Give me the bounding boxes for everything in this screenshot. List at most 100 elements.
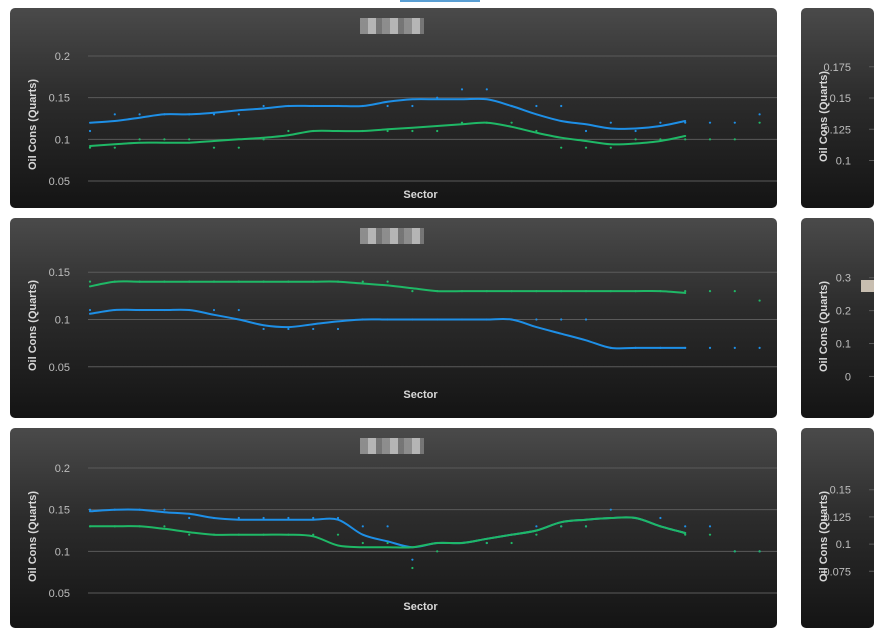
series-2-point bbox=[336, 533, 340, 536]
y-tick-label: 0.05 bbox=[49, 176, 70, 188]
x-axis-label: Sector bbox=[403, 189, 438, 201]
series-1-point bbox=[485, 88, 488, 91]
y-tick-label: 0.15 bbox=[49, 505, 70, 517]
series-1-point bbox=[237, 280, 240, 283]
y-tick-label: 0.15 bbox=[830, 485, 851, 497]
series-2-trend-line bbox=[89, 308, 687, 350]
series-1-point bbox=[138, 280, 141, 283]
series-2-point bbox=[560, 146, 563, 149]
series-2-point bbox=[336, 327, 340, 331]
series-2-point bbox=[287, 129, 290, 133]
series-1-point bbox=[88, 280, 92, 283]
y-tick-label: 0.3 bbox=[836, 273, 851, 285]
series-2-point bbox=[659, 346, 662, 349]
series-2-point bbox=[510, 318, 513, 321]
chart-panel-3: 0.2 0.15 0.1 0.05 Oil Cons (Quarts) Sector bbox=[10, 428, 777, 628]
series-2-point bbox=[163, 138, 166, 141]
series-2-point bbox=[609, 516, 612, 520]
series-2-point bbox=[684, 533, 687, 536]
series-2-point bbox=[560, 318, 563, 321]
blurred-title bbox=[360, 18, 424, 34]
series-1-point bbox=[113, 508, 116, 511]
y-tick-label: 0.1 bbox=[836, 339, 851, 351]
series-2-point bbox=[535, 129, 538, 133]
series-1-point bbox=[188, 516, 191, 520]
series-1-point bbox=[88, 508, 92, 511]
series-1-point bbox=[560, 290, 563, 293]
series-1-point bbox=[460, 88, 464, 91]
series-1-point bbox=[510, 104, 513, 108]
series-2-point bbox=[758, 121, 761, 124]
series-2-point bbox=[88, 308, 92, 312]
series-1-point bbox=[386, 525, 389, 528]
y-tick-label: 0.05 bbox=[49, 362, 70, 374]
series-1-point bbox=[113, 113, 116, 116]
series-2-point bbox=[560, 525, 563, 528]
series-2-point bbox=[634, 516, 637, 520]
series-1-point bbox=[708, 290, 712, 293]
series-1-point bbox=[88, 129, 92, 133]
chart-panel-1: 0.2 0.15 0.1 0.05 Oil Cons (Quarts) Sector bbox=[10, 8, 777, 208]
series-1-point bbox=[336, 516, 340, 520]
series-1-point bbox=[163, 280, 166, 283]
series-2-point bbox=[262, 327, 265, 331]
series-2-point bbox=[113, 308, 116, 312]
series-1-point bbox=[312, 516, 315, 520]
series-2-point bbox=[386, 129, 389, 133]
series-1-point bbox=[411, 290, 414, 293]
series-1-point bbox=[733, 290, 736, 293]
series-1-point bbox=[262, 280, 265, 283]
y-tick-label: 0.2 bbox=[55, 463, 70, 475]
series-1-point bbox=[584, 129, 588, 133]
series-2-point bbox=[312, 533, 315, 536]
y-tick-label: 0.15 bbox=[49, 93, 70, 105]
chart-svg: 0.2 0.15 0.1 0.05 Oil Cons (Quarts) Sector bbox=[27, 51, 777, 201]
y-axis-label: Oil Cons (Quarts) bbox=[27, 491, 39, 582]
series-2-point bbox=[733, 138, 736, 141]
series-2-point bbox=[510, 541, 513, 545]
series-2-point bbox=[758, 550, 761, 553]
series-1-point bbox=[609, 290, 612, 293]
series-1-point bbox=[113, 280, 116, 283]
series-2-point bbox=[361, 318, 364, 321]
series-2-point bbox=[460, 541, 464, 545]
series-1-point bbox=[560, 104, 563, 108]
y-tick-label: 0.15 bbox=[49, 267, 70, 279]
y-tick-label: 0.125 bbox=[823, 124, 851, 136]
series-1-point bbox=[386, 280, 389, 283]
series-1-trend-line bbox=[89, 508, 687, 549]
series-1-point bbox=[584, 290, 588, 293]
y-tick-label: 0.05 bbox=[49, 588, 70, 600]
chart-svg: 0.2 0.15 0.1 0.05 Oil Cons (Quarts) Sector bbox=[27, 463, 777, 613]
series-2-point bbox=[733, 346, 736, 349]
series-1-point bbox=[212, 280, 216, 283]
series-1-point bbox=[684, 121, 687, 124]
series-1-point bbox=[287, 104, 290, 108]
series-2-point bbox=[436, 129, 439, 133]
series-2-point bbox=[287, 533, 290, 536]
series-1-point bbox=[411, 104, 414, 108]
y-axis-label: Oil Cons (Quarts) bbox=[27, 79, 39, 170]
series-1-point bbox=[708, 121, 712, 124]
series-2-point bbox=[212, 146, 216, 149]
series-2-point bbox=[88, 146, 92, 149]
series-2-point bbox=[584, 318, 588, 321]
series-2-point bbox=[659, 138, 662, 141]
series-1-point bbox=[609, 121, 612, 124]
y-tick-label: 0 bbox=[845, 371, 851, 383]
series-1-point bbox=[163, 508, 166, 511]
y-tick-label: 0.2 bbox=[836, 306, 851, 318]
blurred-title bbox=[360, 438, 424, 454]
series-1-point bbox=[312, 280, 315, 283]
series-1-point bbox=[237, 516, 240, 520]
series-2-trend-line bbox=[89, 516, 687, 549]
series-2-point bbox=[237, 146, 240, 149]
series-2-point bbox=[411, 129, 414, 133]
chart-panel-2: 0.15 0.1 0.05 Oil Cons (Quarts) Sector bbox=[10, 218, 777, 418]
series-1-trend-line bbox=[89, 280, 687, 294]
series-1-point bbox=[510, 290, 513, 293]
y-axis-label: Oil Cons (Quarts) bbox=[818, 281, 830, 372]
series-2-point bbox=[287, 327, 290, 331]
series-2-point bbox=[609, 146, 612, 149]
y-tick-label: 0.075 bbox=[823, 566, 851, 578]
